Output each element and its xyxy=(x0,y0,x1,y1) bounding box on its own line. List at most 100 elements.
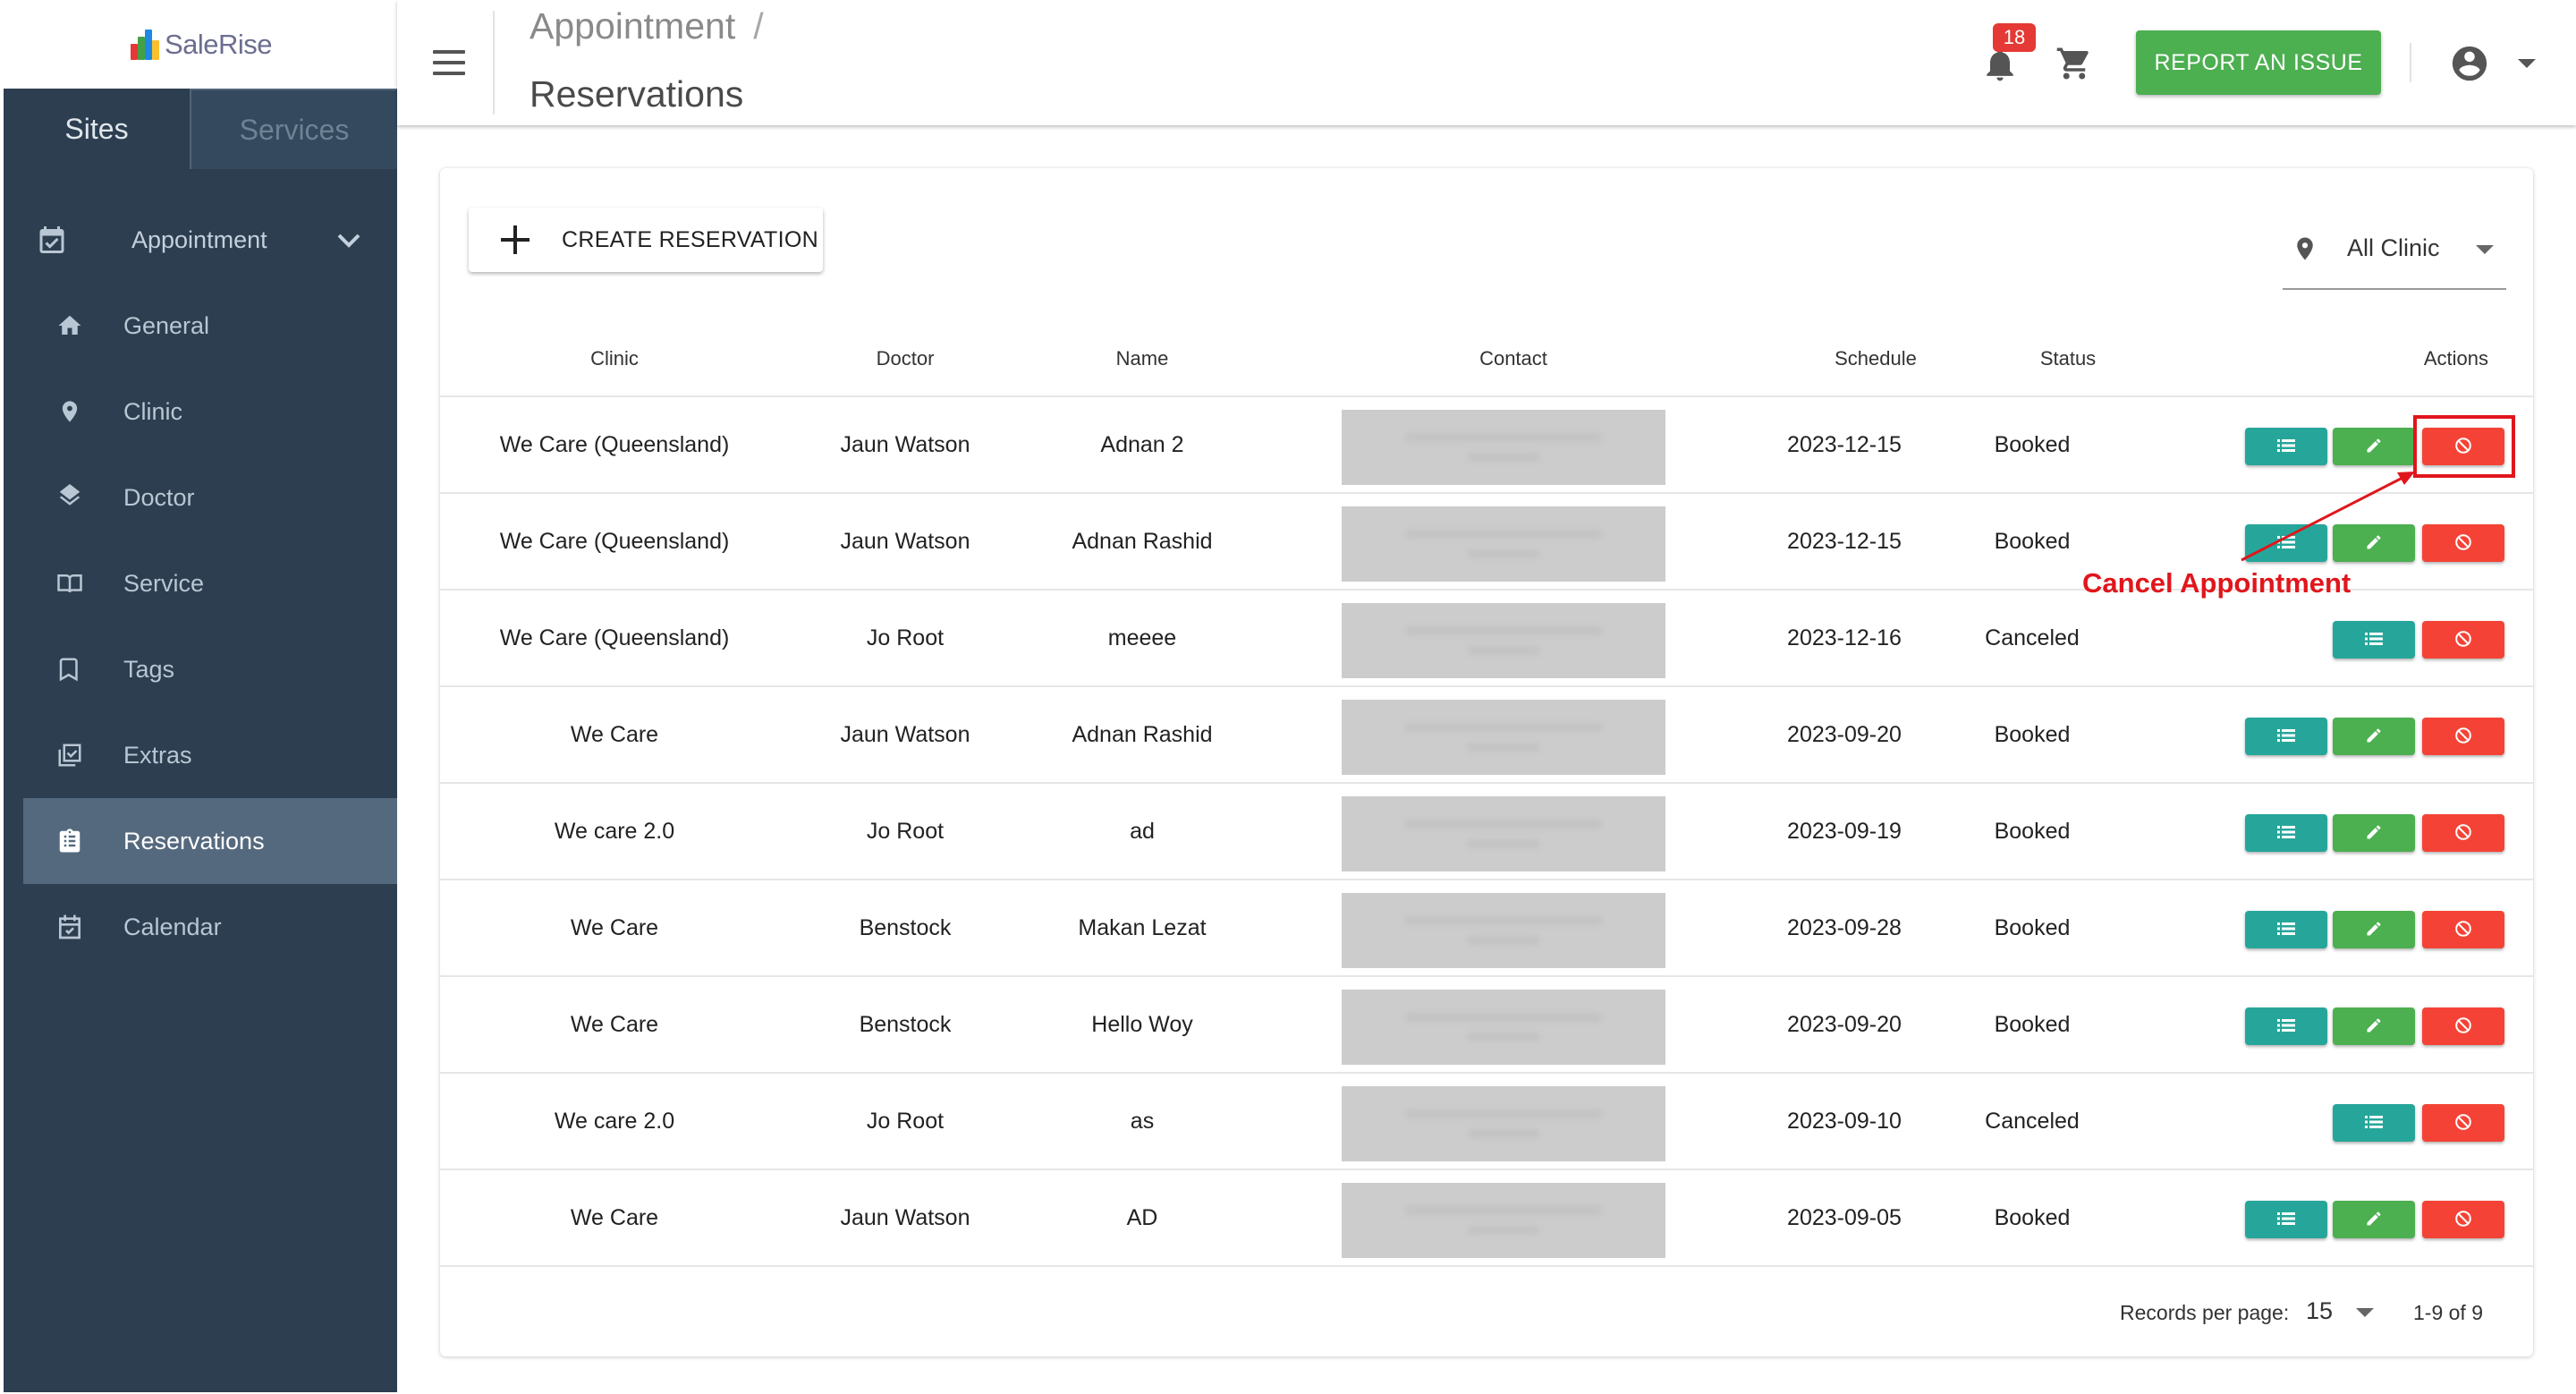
caret-down-icon[interactable] xyxy=(2517,57,2537,73)
block-icon xyxy=(2453,1016,2473,1038)
cell-doctor: Jaun Watson xyxy=(840,529,970,554)
column-header-doctor[interactable]: Doctor xyxy=(876,347,935,370)
menu-icon[interactable] xyxy=(431,47,467,79)
view-details-button[interactable] xyxy=(2245,814,2327,852)
edit-button[interactable] xyxy=(2333,428,2415,465)
breadcrumb-separator: / xyxy=(753,5,764,47)
sidebar-item-service[interactable]: Service xyxy=(4,540,397,626)
cell-clinic: We Care xyxy=(570,915,659,940)
sidebar-item-clinic[interactable]: Clinic xyxy=(4,369,397,455)
cancel-appointment-button[interactable] xyxy=(2422,621,2504,659)
records-per-page-select[interactable]: 15 xyxy=(2306,1297,2334,1324)
calendar-check-icon xyxy=(54,911,86,943)
cancel-appointment-button[interactable] xyxy=(2422,814,2504,852)
cell-clinic: We Care (Queensland) xyxy=(499,625,730,650)
breadcrumb-item[interactable]: Appointment xyxy=(530,5,736,47)
view-details-button[interactable] xyxy=(2245,1201,2327,1238)
view-details-button[interactable] xyxy=(2333,621,2415,659)
sidebar-item-general[interactable]: General xyxy=(4,283,397,369)
edit-button[interactable] xyxy=(2333,1201,2415,1238)
edit-button[interactable] xyxy=(2333,814,2415,852)
caret-down-icon xyxy=(2476,245,2494,254)
list-icon xyxy=(2277,1211,2295,1228)
cell-name: as xyxy=(1130,1109,1155,1134)
table-header: Clinic Doctor Name Contact Schedule Stat… xyxy=(440,320,2533,397)
cancel-appointment-button[interactable] xyxy=(2422,428,2504,465)
cell-clinic: We Care xyxy=(570,722,659,747)
cancel-appointment-button[interactable] xyxy=(2422,1007,2504,1045)
cell-doctor: Benstock xyxy=(859,915,952,940)
bell-icon[interactable] xyxy=(1980,43,2020,86)
cell-clinic: We care 2.0 xyxy=(554,819,675,844)
cart-icon[interactable] xyxy=(2054,45,2095,82)
sidebar-item-label: General xyxy=(123,311,210,339)
sidebar-item-appointment[interactable]: Appointment xyxy=(4,197,397,283)
cell-doctor: Jo Root xyxy=(866,1109,945,1134)
cell-schedule: 2023-09-28 xyxy=(1787,915,1902,940)
reservations-table: Clinic Doctor Name Contact Schedule Stat… xyxy=(440,320,2533,1267)
column-header-schedule[interactable]: Schedule xyxy=(1835,347,1917,370)
edit-button[interactable] xyxy=(2333,718,2415,755)
view-details-button[interactable] xyxy=(2245,1007,2327,1045)
block-icon xyxy=(2453,1112,2473,1135)
create-reservation-button[interactable]: CREATE RESERVATION xyxy=(469,208,823,272)
table-row: We Care Jaun Watson Adnan Rashid 2023-09… xyxy=(440,687,2533,784)
column-header-status[interactable]: Status xyxy=(2039,347,2097,370)
cell-name: Adnan 2 xyxy=(1100,432,1184,457)
view-details-button[interactable] xyxy=(2333,1104,2415,1142)
pencil-icon xyxy=(2365,437,2383,457)
cancel-appointment-button[interactable] xyxy=(2422,911,2504,948)
sidebar-item-tags[interactable]: Tags xyxy=(4,626,397,712)
block-icon xyxy=(2453,1209,2473,1231)
page-range: 1-9 of 9 xyxy=(2413,1301,2483,1324)
sidebar-item-calendar[interactable]: Calendar xyxy=(4,884,397,970)
clinic-filter-select[interactable]: All Clinic xyxy=(2283,209,2506,290)
cancel-appointment-button[interactable] xyxy=(2422,1104,2504,1142)
sidebar-tabs: Sites Services xyxy=(4,89,397,169)
sidebar-item-doctor[interactable]: Doctor xyxy=(4,455,397,540)
cancel-appointment-button[interactable] xyxy=(2422,1201,2504,1238)
sidebar-item-extras[interactable]: Extras xyxy=(4,712,397,798)
home-icon xyxy=(54,310,86,342)
column-header-contact[interactable]: Contact xyxy=(1479,347,1547,370)
tab-sites[interactable]: Sites xyxy=(64,112,129,145)
cell-status: Booked xyxy=(1994,432,2071,457)
cell-contact-redacted xyxy=(1342,990,1665,1065)
view-details-button[interactable] xyxy=(2245,524,2327,562)
edit-button[interactable] xyxy=(2333,911,2415,948)
map-pin-icon xyxy=(2292,231,2318,271)
breadcrumb: Appointment / xyxy=(530,5,764,47)
plus-icon xyxy=(501,225,530,254)
top-header: Appointment / Reservations 18 REPORT AN I… xyxy=(397,0,2576,125)
sidebar-item-reservations[interactable]: Reservations xyxy=(23,798,397,884)
sidebar-item-label: Clinic xyxy=(123,397,183,425)
cancel-appointment-button[interactable] xyxy=(2422,718,2504,755)
edit-button[interactable] xyxy=(2333,1007,2415,1045)
column-header-name[interactable]: Name xyxy=(1115,347,1169,370)
cell-doctor: Jo Root xyxy=(866,819,945,844)
cell-schedule: 2023-09-10 xyxy=(1787,1109,1902,1134)
list-icon xyxy=(2277,825,2295,842)
caret-down-icon[interactable] xyxy=(2356,1308,2374,1317)
view-details-button[interactable] xyxy=(2245,718,2327,755)
cell-status: Booked xyxy=(1994,1012,2071,1037)
table-row: We care 2.0 Jo Root ad 2023-09-19 Booked xyxy=(440,784,2533,880)
tab-services[interactable]: Services xyxy=(190,89,397,169)
column-header-clinic[interactable]: Clinic xyxy=(590,347,639,370)
block-icon xyxy=(2453,629,2473,651)
block-icon xyxy=(2453,532,2473,555)
sidebar: SaleRise Sites Services Appointment Gene… xyxy=(4,0,397,1392)
clipboard-icon xyxy=(54,825,86,857)
logo[interactable]: SaleRise xyxy=(4,0,397,89)
report-issue-button[interactable]: REPORT AN ISSUE xyxy=(2136,30,2381,95)
view-details-button[interactable] xyxy=(2245,911,2327,948)
cancel-appointment-button[interactable] xyxy=(2422,524,2504,562)
logo-text: SaleRise xyxy=(164,28,273,60)
table-row: We Care (Queensland) Jaun Watson Adnan R… xyxy=(440,494,2533,591)
map-pin-icon xyxy=(54,395,86,428)
cell-clinic: We Care xyxy=(570,1012,659,1037)
view-details-button[interactable] xyxy=(2245,428,2327,465)
edit-button[interactable] xyxy=(2333,524,2415,562)
sidebar-item-label: Calendar xyxy=(123,913,222,940)
account-circle-icon[interactable] xyxy=(2449,43,2490,84)
